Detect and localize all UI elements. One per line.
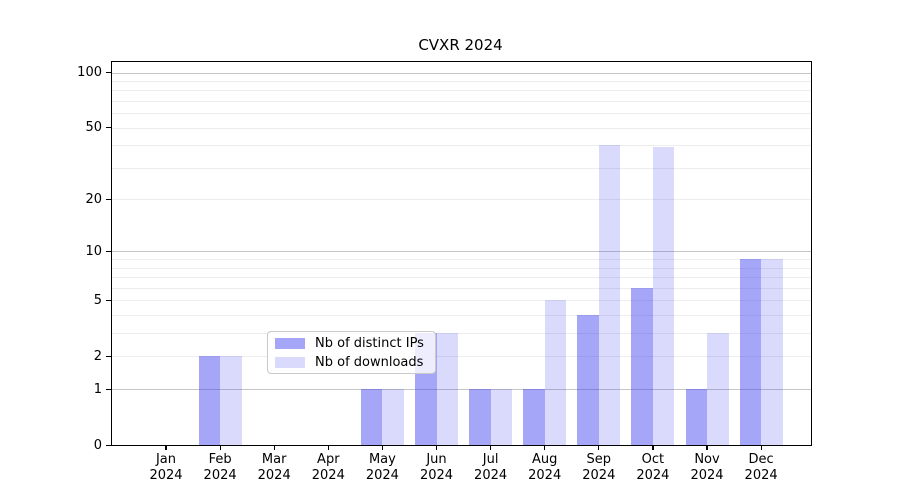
- x-tick-mark: [435, 445, 438, 450]
- y-tick-mark: [106, 250, 111, 253]
- x-tick-mark: [273, 445, 275, 450]
- minor-gridline: [112, 100, 811, 102]
- y-tick-mark: [106, 127, 111, 129]
- x-tick-mark: [381, 445, 384, 450]
- bar-distinct-ips: [631, 287, 653, 445]
- x-tick-label: Oct 2024: [636, 452, 670, 483]
- y-tick-label: 20: [85, 191, 102, 207]
- chart-title: CVXR 2024: [418, 36, 503, 54]
- minor-gridline: [112, 277, 811, 279]
- x-tick-label: Jun 2024: [419, 452, 454, 483]
- y-tick-label: 1: [93, 381, 102, 397]
- minor-gridline: [112, 113, 811, 115]
- bar-distinct-ips: [739, 259, 762, 445]
- bar-downloads: [382, 389, 404, 445]
- y-tick-mark: [106, 355, 111, 358]
- bar-distinct-ips: [523, 389, 545, 445]
- legend-label-downloads: Nb of downloads: [315, 354, 424, 370]
- minor-gridline: [112, 259, 811, 261]
- x-tick-mark: [760, 445, 762, 450]
- minor-gridline: [112, 167, 811, 169]
- minor-gridline: [112, 145, 811, 147]
- bar-downloads: [761, 259, 783, 445]
- y-tick-label: 100: [77, 65, 102, 80]
- minor-gridline: [112, 300, 811, 302]
- minor-gridline: [112, 199, 811, 201]
- bar-downloads: [598, 145, 621, 445]
- legend-entry-downloads: Nb of downloads: [275, 355, 429, 370]
- major-gridline: [112, 72, 811, 74]
- plot-area: 0 1 2 5 10 20 50 100 Jan 2024 Feb 2024 Mar 2024 Apr 202…: [77, 61, 812, 483]
- x-tick-mark: [219, 445, 221, 450]
- major-gridline: [112, 389, 811, 391]
- y-tick-mark: [106, 388, 111, 390]
- minor-gridline: [112, 333, 811, 335]
- y-tick-mark: [106, 444, 111, 446]
- y-tick-label: 2: [93, 348, 102, 364]
- x-tick-label: Jan 2024: [149, 452, 183, 483]
- x-tick-mark: [706, 445, 708, 450]
- minor-gridline: [112, 287, 811, 289]
- bar-downloads: [544, 300, 567, 445]
- bar-downloads: [436, 333, 458, 445]
- x-tick-label: Sep 2024: [582, 452, 616, 483]
- legend: Nb of distinct IPs Nb of downloads: [267, 331, 436, 374]
- x-tick-label: Jul 2024: [474, 452, 508, 483]
- bar-distinct-ips: [577, 315, 599, 445]
- legend-entry-distinct-ips: Nb of distinct IPs: [275, 336, 429, 351]
- x-tick-label: Dec 2024: [744, 452, 778, 483]
- x-tick-mark: [165, 445, 167, 450]
- x-tick-mark: [490, 445, 492, 450]
- x-tick-mark: [598, 445, 600, 450]
- bar-distinct-ips: [469, 389, 491, 445]
- y-tick-label: 50: [85, 120, 102, 136]
- bar-downloads: [220, 356, 242, 445]
- x-tick-label: Nov 2024: [690, 452, 724, 483]
- bar-distinct-ips: [198, 356, 221, 445]
- x-tick-label: Aug 2024: [528, 452, 562, 483]
- x-tick-mark: [327, 445, 329, 450]
- x-tick-mark: [652, 445, 654, 450]
- y-tick-mark: [106, 299, 111, 302]
- bar-distinct-ips: [685, 389, 707, 445]
- x-tick-label: Feb 2024: [203, 452, 237, 483]
- x-tick-label: Mar 2024: [257, 452, 291, 483]
- legend-swatch-distinct-ips: [275, 337, 305, 349]
- bar-downloads: [652, 147, 675, 445]
- legend-label-distinct-ips: Nb of distinct IPs: [315, 335, 424, 351]
- y-tick-label: 0: [93, 437, 102, 453]
- bar-downloads: [490, 389, 513, 445]
- minor-gridline: [112, 267, 811, 269]
- legend-swatch-downloads: [275, 356, 305, 368]
- minor-gridline: [112, 315, 811, 317]
- y-tick-label: 5: [93, 292, 102, 308]
- x-tick-label: Apr 2024: [311, 452, 345, 483]
- x-tick-mark: [544, 445, 546, 450]
- minor-gridline: [112, 90, 811, 92]
- y-tick-label: 10: [85, 243, 102, 259]
- major-gridline: [112, 251, 811, 253]
- minor-gridline: [112, 127, 811, 129]
- minor-gridline: [112, 356, 811, 358]
- bar-downloads: [707, 333, 729, 445]
- bar-distinct-ips: [360, 389, 383, 445]
- minor-gridline: [112, 80, 811, 82]
- y-tick-mark: [106, 72, 111, 74]
- x-tick-label: May 2024: [365, 452, 399, 483]
- y-tick-mark: [106, 198, 111, 201]
